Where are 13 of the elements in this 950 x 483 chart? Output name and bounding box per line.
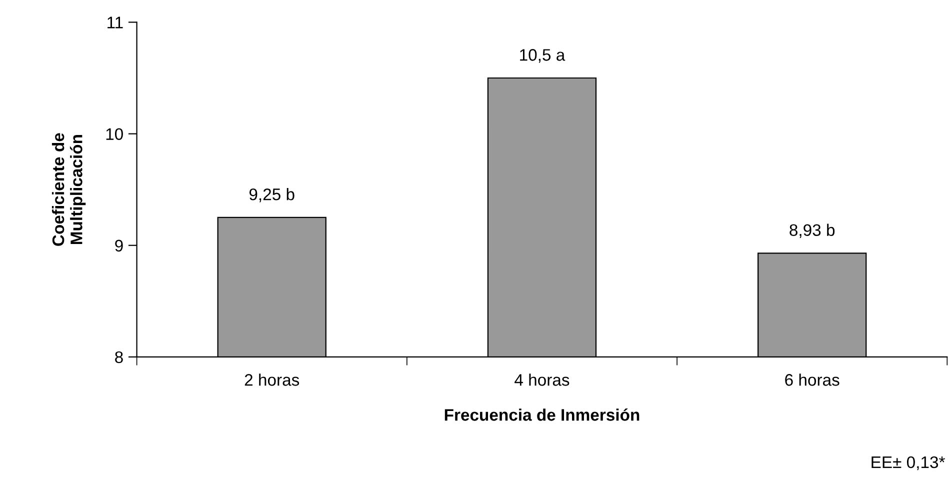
data-label: 8,93 b xyxy=(790,224,835,238)
y-axis-title: Coeficiente de Multiplicación xyxy=(52,133,86,246)
y-tick-label: 8 xyxy=(115,351,123,364)
x-tick-label: 4 horas xyxy=(514,374,570,386)
data-label: 9,25 b xyxy=(249,188,294,202)
x-axis-title: Frecuencia de Inmersión xyxy=(444,408,640,421)
y-tick-label: 9 xyxy=(115,240,123,252)
y-tick-label: 10 xyxy=(106,128,123,140)
x-tick-label: 6 horas xyxy=(785,374,840,386)
y-tick-label: 11 xyxy=(108,16,123,28)
x-tick-label: 2 horas xyxy=(244,374,300,386)
data-label: 10,5 a xyxy=(520,49,566,63)
text: EE± 0,13* xyxy=(872,456,945,470)
